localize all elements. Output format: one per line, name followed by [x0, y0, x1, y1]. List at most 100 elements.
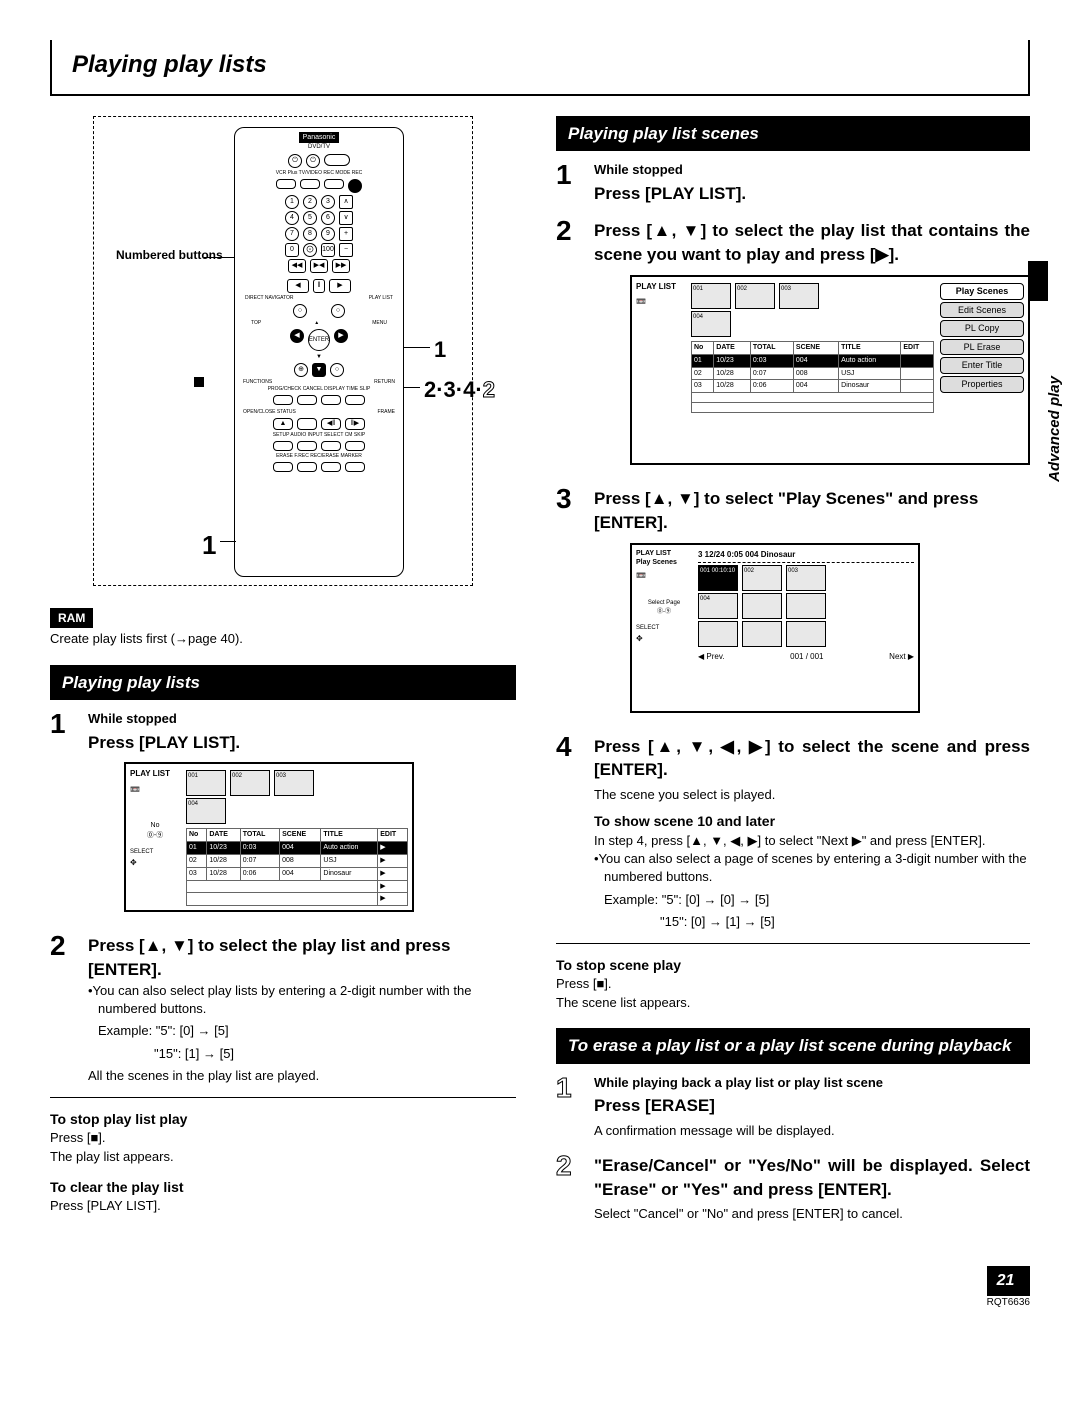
stop-t2: The play list appears. [50, 1148, 516, 1166]
cell: 004 [793, 354, 838, 367]
clear-t: Press [PLAY LIST]. [50, 1197, 516, 1215]
cell: 01 [187, 842, 207, 855]
col: No [187, 829, 207, 842]
cell: ▶ [378, 867, 408, 880]
e-step1-main: Press [ERASE] [594, 1094, 1030, 1118]
cell: 01 [692, 354, 714, 367]
remote-body: Panasonic DVD/TV ⏻⏻ VCR Plus TV/VIDEO RE… [234, 127, 404, 577]
remote-diagram: Numbered buttons 1 2·3·4·2 1 Panasonic D… [93, 116, 473, 586]
menu-pl-erase: PL Erase [940, 339, 1024, 356]
step-number: 4 [556, 733, 580, 761]
menu-properties: Properties [940, 376, 1024, 393]
show10-ex1: Example: "5": [0] → [0] → [5] [594, 891, 1030, 909]
clear-heading: To clear the play list [50, 1178, 516, 1198]
page-number: 21 [987, 1266, 1030, 1296]
col: DATE [207, 829, 240, 842]
col: TITLE [839, 341, 901, 354]
callout-line-234 [404, 387, 420, 388]
thumb: 001 [186, 770, 226, 796]
thumb [742, 593, 782, 619]
r-step3-main: Press [▲, ▼] to select "Play Scenes" and… [594, 487, 1030, 535]
ps-sub: Play Scenes [636, 558, 692, 568]
cell: 10/28 [207, 867, 240, 880]
thumb [786, 621, 826, 647]
callout-234-text: 2·3·4· [424, 377, 483, 402]
col: SCENE [793, 341, 838, 354]
left-step-2: 2 Press [▲, ▼] to select the play list a… [50, 932, 516, 1085]
thumb: 004 [186, 798, 226, 824]
e-step1-sub: A confirmation message will be displayed… [594, 1122, 1030, 1140]
cell: USJ [839, 367, 901, 380]
step2-ex2: "15": [1] → [5] [88, 1045, 516, 1063]
no-range: ⓪-⑨ [130, 831, 180, 841]
ps-title: PLAY LIST [636, 549, 692, 559]
cell: 10/23 [207, 842, 240, 855]
right-section2-bar: To erase a play list or a play list scen… [556, 1028, 1030, 1064]
cell: 10/28 [714, 367, 751, 380]
r-stop-t2: The scene list appears. [556, 994, 1030, 1012]
ref-code: RQT6636 [987, 1296, 1030, 1310]
thumb: 004 [691, 311, 731, 337]
remote-brand: Panasonic [299, 132, 340, 144]
step-number-outline: 2 [556, 1152, 580, 1180]
step2-bullet: •You can also select play lists by enter… [88, 982, 516, 1018]
right-column: Advanced play Playing play list scenes 1… [556, 116, 1030, 1236]
pl-table: No DATE TOTAL SCENE TITLE EDIT 01 10/23 [186, 828, 408, 906]
menu-pl-copy: PL Copy [940, 320, 1024, 337]
callout-line-1 [404, 347, 430, 348]
show10-ex2: "15": [0] → [1] → [5] [594, 913, 1030, 931]
ps-prev: ◀ Prev. [698, 651, 724, 662]
stop-heading: To stop play list play [50, 1110, 516, 1130]
thumb: 001 [691, 283, 731, 309]
separator [50, 1097, 516, 1098]
page-footer: 21 RQT6636 [50, 1266, 1030, 1310]
ram-badge: RAM [50, 608, 93, 629]
cell: 10/23 [714, 354, 751, 367]
step-number: 1 [50, 710, 74, 738]
erase-step-1: 1 While playing back a play list or play… [556, 1074, 1030, 1140]
cell: 008 [280, 854, 321, 867]
thumb: 004 [698, 593, 738, 619]
callout-1: 1 [434, 335, 446, 366]
callout-bottom: 1 [202, 527, 216, 563]
show10-bullet: •You can also select a page of scenes by… [594, 850, 1030, 886]
r-step4-sub: The scene you select is played. [594, 786, 1030, 804]
col: TOTAL [240, 829, 279, 842]
cell: 004 [280, 842, 321, 855]
r-step1-main: Press [PLAY LIST]. [594, 182, 1030, 206]
cell: Auto action [321, 842, 378, 855]
callout-234: 2·3·4·2 [424, 375, 495, 406]
cell: Auto action [839, 354, 901, 367]
right-step-4: 4 Press [▲, ▼, ◀, ▶] to select the scene… [556, 733, 1030, 931]
cell: 03 [187, 867, 207, 880]
left-step-1: 1 While stopped Press [PLAY LIST]. PLAY … [50, 710, 516, 920]
thumb: 002 [735, 283, 775, 309]
cell: 008 [793, 367, 838, 380]
pls-table: No DATE TOTAL SCENE TITLE EDIT 01 10/23 … [691, 341, 934, 413]
col: EDIT [378, 829, 408, 842]
cell: 0:07 [240, 854, 279, 867]
cell: 0:06 [240, 867, 279, 880]
page-tab [1028, 261, 1048, 301]
ps-header: 3 12/24 0:05 004 Dinosaur [698, 549, 914, 560]
numbered-buttons-label: Numbered buttons [116, 247, 223, 264]
step-number: 3 [556, 485, 580, 513]
col: SCENE [280, 829, 321, 842]
separator [556, 943, 1030, 944]
thumb: 002 [230, 770, 270, 796]
erase-step-2: 2 "Erase/Cancel" or "Yes/No" will be dis… [556, 1152, 1030, 1224]
thumb [786, 593, 826, 619]
col: DATE [714, 341, 751, 354]
left-section-bar: Playing play lists [50, 665, 516, 701]
play-scenes-screen: PLAY LIST Play Scenes 📼 Select Page ⓪-⑨ … [630, 543, 920, 713]
col: EDIT [901, 341, 934, 354]
remote-dvdtv: DVD/TV [241, 143, 397, 151]
menu-play-scenes: Play Scenes [940, 283, 1024, 300]
stop-square-indicator [194, 377, 204, 387]
ps-selpage: Select Page [636, 599, 692, 607]
cell: 0:06 [750, 380, 793, 393]
pls-title: PLAY LIST [636, 281, 691, 292]
select-label: SELECT [130, 848, 180, 856]
show10-h: To show scene 10 and later [594, 812, 1030, 832]
cell: 02 [692, 367, 714, 380]
